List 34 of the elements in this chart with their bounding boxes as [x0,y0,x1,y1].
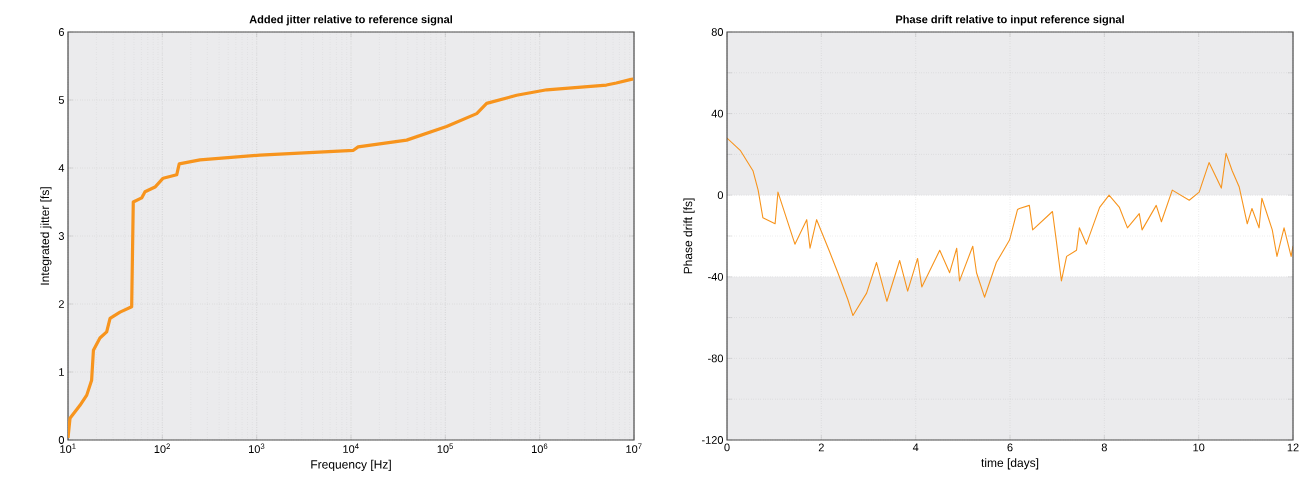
y-axis-title: Phase drift [fs] [683,198,695,274]
x-tick-label: 10$^{6}$ [532,443,548,453]
x-tick-label: 10$^{5}$ [437,443,454,453]
x-axis-title: time [days] [981,458,1039,470]
x-tick-label: 8 [1101,443,1107,452]
y-tick-label: -120 [701,436,724,444]
line-series [727,137,1294,317]
y-tick-label: -80 [708,354,724,363]
y-tick-label: 3 [58,232,64,240]
x-tick-label: 10$^{1}$ [60,443,76,453]
x-tick-label: 2 [818,443,824,452]
chart-title: Added jitter relative to reference signal [249,15,452,26]
x-tick-label: 12 [1287,443,1299,452]
y-tick-label: 6 [58,28,64,36]
y-tick-label: 1 [59,368,64,376]
y-tick-label: 40 [711,109,724,118]
x-tick-label: 10 [1193,443,1205,452]
y-axis-title: Integrated jitter [fs] [40,187,52,285]
x-axis-title: Frequency [Hz] [311,459,391,472]
x-tick-label: 10$^{2}$ [154,443,170,453]
x-tick-label: 4 [912,443,919,452]
y-tick-label: 4 [58,164,65,172]
y-tick-label: 0 [717,191,724,200]
x-tick-label: 10$^{4}$ [343,443,359,453]
y-tick-label: -40 [708,272,724,281]
y-tick-label: 80 [711,28,724,36]
y-tick-label: 5 [58,96,64,104]
x-tick-label: 10$^{3}$ [249,443,265,453]
chart-title: Phase drift relative to input reference signal [896,15,1124,26]
x-tick-label: 10$^{7}$ [626,443,642,453]
y-tick-label: 0 [58,436,65,444]
x-tick-label: 0 [724,443,730,452]
y-tick-label: 2 [58,300,64,308]
x-tick-label: 6 [1007,443,1013,452]
